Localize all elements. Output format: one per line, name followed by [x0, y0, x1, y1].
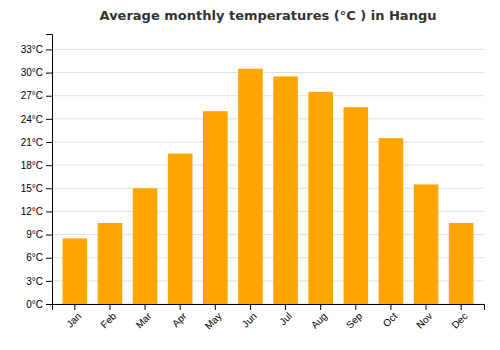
y-tick-label: 18°C — [21, 160, 43, 171]
bar — [203, 111, 228, 304]
y-tick: 9°C — [26, 229, 52, 240]
y-tick: 30°C — [21, 67, 52, 78]
y-axis-line — [46, 35, 53, 305]
x-tick-mark — [180, 304, 181, 310]
x-tick-mark — [250, 304, 251, 310]
title: Average monthly temperatures (°C ) in Ha… — [100, 8, 437, 23]
x-tick-label: Apr — [170, 310, 189, 329]
y-tick: 15°C — [21, 183, 52, 194]
x-tick-mark — [109, 304, 110, 310]
x-tick-label: Dec — [449, 310, 469, 330]
x-tick-mark — [390, 304, 391, 310]
grid-line — [52, 118, 484, 119]
y-tick-mark — [46, 304, 52, 305]
x-axis-line — [53, 305, 485, 311]
x-tick: Mar — [134, 304, 154, 330]
bar — [344, 107, 369, 304]
y-tick: 24°C — [21, 114, 52, 125]
x-tick-mark — [215, 304, 216, 310]
x-tick: Feb — [98, 304, 118, 330]
x-tick-label: Nov — [414, 310, 434, 330]
x-tick: Jun — [240, 304, 259, 330]
bar — [98, 223, 123, 304]
x-tick-label: Feb — [98, 310, 118, 330]
x-tick: Oct — [381, 304, 400, 329]
y-tick-label: 12°C — [21, 206, 43, 217]
bar — [63, 238, 88, 304]
bar — [308, 92, 333, 304]
x-tick: Apr — [170, 304, 189, 329]
y-tick-label: 15°C — [21, 183, 43, 194]
x-tick: Jul — [277, 304, 294, 327]
y-tick-mark — [46, 188, 52, 189]
y-tick-label: 33°C — [21, 44, 43, 55]
plot: 0°C 3°C 6°C 9°C 12°C 15°C 18°C 21°C 24°C 27°C 30°C… — [21, 35, 485, 332]
y-tick: 21°C — [21, 137, 52, 148]
bars — [63, 69, 474, 304]
bar — [133, 188, 158, 304]
x-tick: Dec — [449, 304, 469, 331]
y-tick-label: 3°C — [26, 276, 43, 287]
x-tick-label: Jan — [64, 310, 83, 329]
y-tick-mark — [46, 49, 52, 50]
y-tick-label: 24°C — [21, 114, 43, 125]
bar — [273, 76, 298, 304]
x-axis: Jan Feb Mar Apr May Jun Jul Aug Sep Oct Nov Dec — [53, 304, 485, 332]
y-tick-mark — [46, 165, 52, 166]
chart: 0°C 3°C 6°C 9°C 12°C 15°C 18°C 21°C 24°C 27°C 30°C… — [0, 0, 500, 350]
y-tick-mark — [46, 73, 52, 74]
y-tick-label: 27°C — [21, 90, 43, 101]
y-tick: 0°C — [26, 299, 52, 310]
x-tick-mark — [145, 304, 146, 310]
x-tick-label: Sep — [344, 310, 365, 331]
bar — [238, 69, 263, 304]
grid-line — [52, 142, 484, 143]
x-tick: Sep — [344, 304, 365, 331]
y-tick: 33°C — [21, 44, 52, 55]
y-tick-label: 6°C — [26, 252, 43, 263]
x-tick-label: May — [203, 310, 224, 331]
y-tick-mark — [46, 119, 52, 120]
x-tick-label: Jul — [277, 310, 294, 327]
x-tick-label: Mar — [134, 310, 154, 330]
x-tick-mark — [285, 304, 286, 310]
x-tick-label: Jun — [240, 310, 259, 329]
y-tick: 6°C — [26, 252, 52, 263]
x-tick-mark — [426, 304, 427, 310]
y-tick-label: 21°C — [21, 137, 43, 148]
grid — [52, 49, 484, 304]
y-tick-mark — [46, 281, 52, 282]
x-tick: Aug — [309, 304, 329, 331]
grid-line — [52, 95, 484, 96]
grid-line — [52, 165, 484, 166]
y-tick: 3°C — [26, 276, 52, 287]
x-tick-mark — [355, 304, 356, 310]
x-tick-label: Aug — [309, 310, 329, 330]
y-tick: 18°C — [21, 160, 52, 171]
x-tick-mark — [74, 304, 75, 310]
y-tick-label: 0°C — [26, 299, 43, 310]
y-tick-label: 30°C — [21, 67, 43, 78]
x-tick: May — [203, 304, 224, 332]
grid-line — [52, 72, 484, 73]
y-tick-mark — [46, 258, 52, 259]
y-tick-mark — [46, 211, 52, 212]
y-tick-mark — [46, 235, 52, 236]
y-tick-mark — [46, 142, 52, 143]
bar — [449, 223, 474, 304]
x-tick: Jan — [64, 304, 83, 330]
y-tick: 12°C — [21, 206, 52, 217]
y-tick-label: 9°C — [26, 229, 43, 240]
bar — [379, 138, 404, 304]
y-axis: 0°C 3°C 6°C 9°C 12°C 15°C 18°C 21°C 24°C 27°C 30°C… — [21, 35, 53, 310]
y-tick-mark — [46, 96, 52, 97]
x-tick-mark — [320, 304, 321, 310]
bar — [414, 184, 439, 304]
x-tick-label: Oct — [381, 310, 400, 329]
x-tick-mark — [461, 304, 462, 310]
x-tick: Nov — [414, 304, 434, 331]
bar — [168, 154, 193, 304]
grid-line — [52, 49, 484, 50]
y-tick: 27°C — [21, 90, 52, 101]
